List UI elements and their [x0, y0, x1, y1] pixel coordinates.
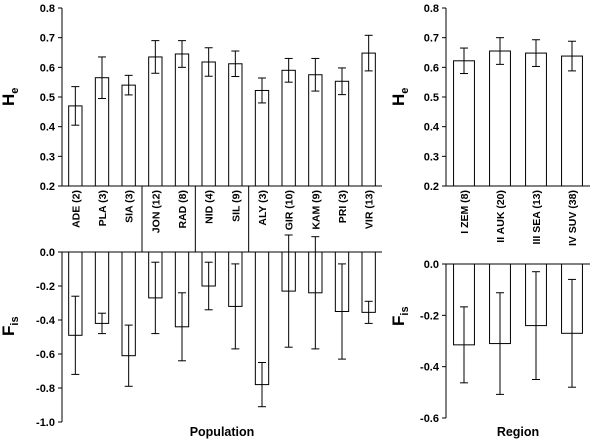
region-fis-y-ticks: 0.0 -0.2 -0.4 -0.6: [420, 259, 446, 425]
population-category-labels: ADE (2) PLA (3) SIA (3) JON (12) RAD (8) NID …: [70, 186, 376, 252]
category-label: ALY (3): [257, 190, 269, 226]
population-fis-axes: [61, 251, 382, 422]
y-tick-label: 0.3: [424, 151, 439, 163]
bar: [561, 55, 583, 187]
y-tick-label: -0.8: [36, 383, 55, 395]
y-tick-label: -1.0: [36, 417, 55, 429]
y-tick-label: 0.0: [424, 259, 439, 271]
category-label: SIA (3): [124, 190, 136, 223]
y-tick-label: 0.0: [40, 247, 55, 259]
category-label: PLA (3): [97, 190, 109, 226]
category-label: PRI (3): [337, 190, 349, 223]
y-tick-label: 0.8: [424, 3, 439, 15]
population-he-bars: [68, 34, 376, 187]
category-label: NID (4): [204, 190, 216, 224]
y-tick-label: 0.7: [40, 33, 55, 45]
bar: [525, 52, 547, 187]
category-label: IV SUV (38): [567, 190, 579, 246]
population-he-y-label: He: [0, 88, 21, 106]
region-he-bars: [453, 37, 583, 187]
y-tick-label: -0.6: [420, 413, 439, 425]
y-tick-label: -0.4: [420, 362, 440, 374]
category-label: RAD (8): [177, 190, 189, 229]
y-tick-label: 0.8: [40, 3, 55, 15]
region-x-label: Region: [497, 425, 539, 439]
category-label: SIL (9): [230, 190, 242, 222]
bar: [121, 84, 136, 187]
region-fis-y-label: Fis: [389, 306, 411, 326]
y-tick-label: 0.2: [40, 181, 55, 193]
bar: [453, 60, 475, 187]
category-label: ADE (2): [70, 190, 82, 228]
category-label: JON (12): [150, 190, 162, 233]
bar: [254, 89, 270, 187]
category-label: II AUK (20): [495, 190, 507, 243]
region-category-labels: I ZEM (8) II AUK (20) III SEA (13) IV SUV (…: [459, 190, 579, 246]
y-tick-label: 0.2: [424, 181, 439, 193]
y-tick-label: 0.6: [424, 62, 439, 74]
bar: [489, 50, 511, 187]
y-tick-label: -0.6: [36, 349, 55, 361]
region-fis-bars: [453, 263, 583, 395]
bar: [361, 52, 376, 187]
bar: [281, 69, 296, 187]
bar: [334, 80, 350, 187]
population-he-chart: 0.2 0.3 0.4 0.5 0.6 0.7 0.8 He: [0, 3, 382, 193]
category-label: KAM (9): [310, 190, 322, 230]
population-fis-bars: [68, 234, 376, 408]
y-tick-label: -0.4: [36, 315, 56, 327]
y-tick-label: 0.6: [40, 62, 55, 74]
population-fis-chart: 0.0 -0.2 -0.4 -0.6 -0.8 -1.0 Fis Population: [0, 234, 382, 439]
category-label: VIR (13): [364, 190, 376, 229]
y-tick-label: 0.5: [424, 92, 439, 104]
category-label: III SEA (13): [531, 190, 543, 244]
region-he-axes: [445, 8, 590, 187]
y-tick-label: -0.2: [420, 310, 439, 322]
bar: [148, 56, 163, 187]
population-he-y-ticks: 0.2 0.3 0.4 0.5 0.6 0.7 0.8: [40, 3, 62, 193]
region-fis-axes: [445, 263, 590, 418]
y-tick-label: 0.3: [40, 151, 55, 163]
y-tick-label: 0.4: [424, 122, 440, 134]
region-fis-chart: 0.0 -0.2 -0.4 -0.6 Fis Region: [389, 259, 590, 439]
y-tick-label: 0.4: [40, 122, 56, 134]
region-he-chart: 0.2 0.3 0.4 0.5 0.6 0.7 0.8 He: [389, 3, 590, 193]
bar: [228, 63, 243, 187]
population-x-label: Population: [190, 425, 255, 439]
region-he-y-ticks: 0.2 0.3 0.4 0.5 0.6 0.7 0.8: [424, 3, 446, 193]
population-he-axes: [61, 8, 382, 187]
y-tick-label: -0.2: [36, 281, 55, 293]
category-label: I ZEM (8): [459, 190, 471, 234]
region-he-y-label: He: [389, 88, 411, 106]
bar: [94, 251, 110, 324]
population-fis-y-ticks: 0.0 -0.2 -0.4 -0.6 -0.8 -1.0: [36, 247, 62, 429]
population-fis-y-label: Fis: [0, 316, 21, 336]
category-label: GIR (10): [284, 190, 296, 230]
bar: [174, 53, 190, 187]
y-tick-label: 0.5: [40, 92, 55, 104]
bar: [201, 61, 216, 187]
y-tick-label: 0.7: [424, 33, 439, 45]
